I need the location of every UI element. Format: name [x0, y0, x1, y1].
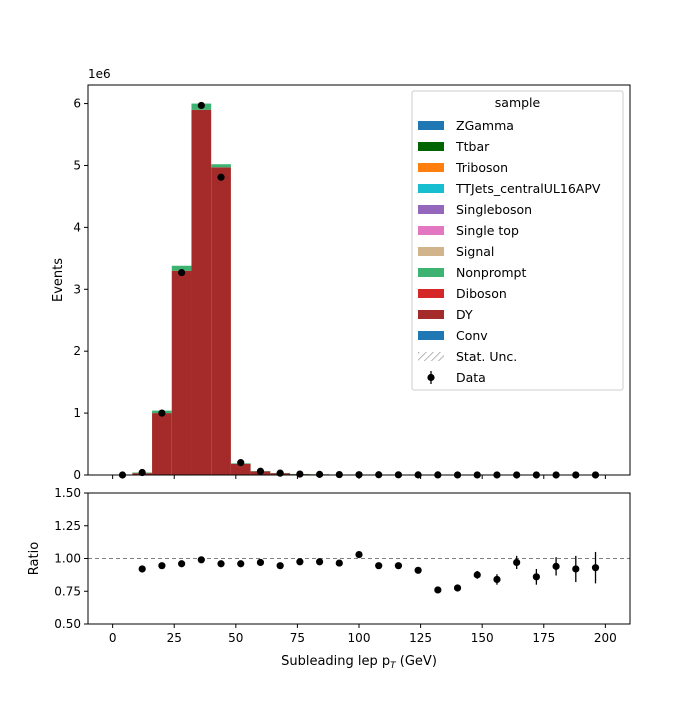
- ratio-y-tick-label: 1.00: [54, 552, 81, 566]
- legend-label-singleboson: Singleboson: [456, 202, 532, 217]
- ratio-y-axis-label: Ratio: [27, 542, 42, 575]
- y-tick-label: 6: [73, 97, 81, 111]
- ratio-point: [375, 562, 382, 569]
- legend-label-triboson: Triboson: [455, 160, 508, 175]
- x-tick-label: 100: [348, 631, 371, 645]
- legend-swatch-dy: [418, 310, 444, 319]
- data-point: [257, 468, 264, 475]
- y-tick-label: 1: [73, 406, 81, 420]
- legend-label-diboson: Diboson: [456, 286, 507, 301]
- legend-label-ttjets-centralul16apv: TTJets_centralUL16APV: [455, 181, 601, 196]
- x-axis-label: Subleading lep pT (GeV): [281, 654, 437, 671]
- y-axis-label: Events: [51, 258, 66, 302]
- ratio-point: [217, 560, 224, 567]
- legend-label-dy: DY: [456, 307, 473, 322]
- ratio-point: [454, 584, 461, 591]
- data-point: [198, 102, 205, 109]
- y-tick-label: 0: [73, 468, 81, 482]
- legend-box: [412, 91, 623, 390]
- ratio-point: [257, 559, 264, 566]
- legend-label-conv: Conv: [456, 328, 488, 343]
- legend: sample ZGamma Ttbar Triboson TTJets_centralU…: [412, 91, 623, 390]
- y-tick-label: 5: [73, 158, 81, 172]
- ratio-point: [474, 571, 481, 578]
- x-tick-label: 50: [228, 631, 243, 645]
- ratio-point: [552, 563, 559, 570]
- legend-swatch-triboson: [418, 163, 444, 172]
- legend-swatch-zgamma: [418, 121, 444, 130]
- data-point: [217, 174, 224, 181]
- bar-dy-2: [152, 413, 172, 475]
- y-tick-label: 2: [73, 344, 81, 358]
- x-tick-label: 75: [290, 631, 305, 645]
- ratio-point: [434, 586, 441, 593]
- data-point: [316, 471, 323, 478]
- legend-swatch-ttbar: [418, 142, 444, 151]
- ratio-point: [572, 565, 579, 572]
- y-tick-label: 4: [73, 220, 81, 234]
- ratio-point: [178, 560, 185, 567]
- ratio-point: [592, 564, 599, 571]
- legend-title: sample: [495, 95, 541, 110]
- data-point: [158, 409, 165, 416]
- x-tick-label: 25: [167, 631, 182, 645]
- ratio-y-tick-label: 0.50: [54, 617, 81, 631]
- data-point: [178, 269, 185, 276]
- bar-dy-3: [172, 271, 192, 475]
- legend-swatch-stat-unc-: [418, 352, 444, 361]
- bar-dy-5: [211, 167, 231, 475]
- legend-label-ttbar: Ttbar: [455, 139, 490, 154]
- ratio-point: [158, 562, 165, 569]
- legend-marker-data: [427, 374, 434, 381]
- ratio-point: [198, 556, 205, 563]
- legend-label-signal: Signal: [456, 244, 494, 259]
- bar-dy-4: [191, 110, 211, 475]
- ratio-point: [316, 558, 323, 565]
- legend-swatch-signal: [418, 247, 444, 256]
- ratio-point: [493, 576, 500, 583]
- legend-swatch-singleboson: [418, 205, 444, 214]
- ratio-point: [139, 565, 146, 572]
- legend-swatch-diboson: [418, 289, 444, 298]
- legend-swatch-single-top: [418, 226, 444, 235]
- ratio-y-tick-label: 1.50: [54, 486, 81, 500]
- y-tick-label: 3: [73, 282, 81, 296]
- ratio-y-tick-label: 1.25: [54, 519, 81, 533]
- ratio-point: [296, 558, 303, 565]
- legend-label-data: Data: [456, 370, 486, 385]
- legend-swatch-conv: [418, 331, 444, 340]
- legend-swatch-ttjets-centralul16apv: [418, 184, 444, 193]
- ratio-point: [513, 559, 520, 566]
- ratio-point: [277, 562, 284, 569]
- legend-label-stat-unc-: Stat. Unc.: [456, 349, 517, 364]
- ratio-point: [415, 567, 422, 574]
- ratio-point: [355, 551, 362, 558]
- legend-label-zgamma: ZGamma: [456, 118, 514, 133]
- x-tick-label: 0: [109, 631, 117, 645]
- ratio-y-tick-label: 0.75: [54, 584, 81, 598]
- legend-label-nonprompt: Nonprompt: [456, 265, 526, 280]
- x-tick-label: 125: [409, 631, 432, 645]
- y-multiplier-label: 1e6: [88, 67, 111, 81]
- bar-nonprompt-5: [211, 164, 231, 167]
- ratio-point: [395, 562, 402, 569]
- ratio-point: [336, 559, 343, 566]
- x-tick-label: 175: [532, 631, 555, 645]
- data-point: [277, 470, 284, 477]
- x-tick-label: 200: [594, 631, 617, 645]
- x-tick-label: 150: [471, 631, 494, 645]
- legend-swatch-nonprompt: [418, 268, 444, 277]
- ratio-point: [237, 560, 244, 567]
- ratio-point: [533, 573, 540, 580]
- legend-label-single-top: Single top: [456, 223, 519, 238]
- data-point: [237, 459, 244, 466]
